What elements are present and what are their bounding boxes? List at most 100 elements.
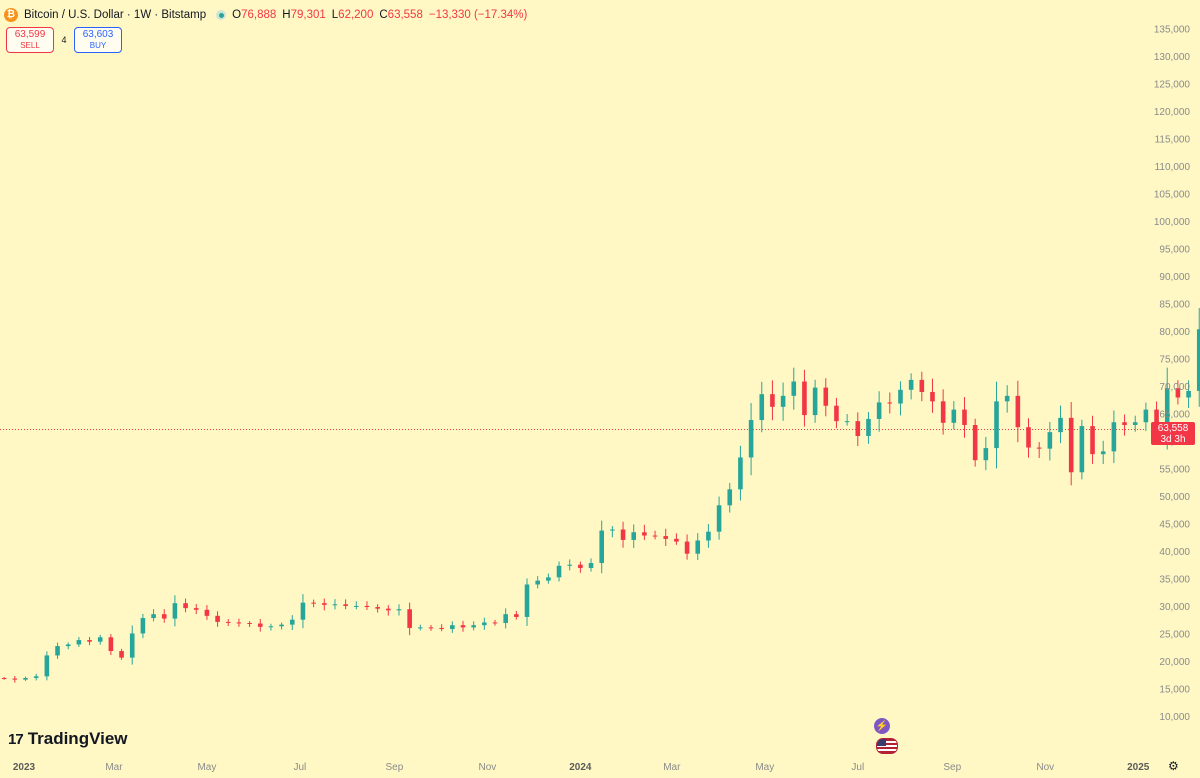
y-tick-label: 125,000	[1154, 79, 1191, 90]
y-tick-label: 25,000	[1159, 629, 1190, 640]
candle-up	[268, 626, 274, 628]
candle-up	[748, 420, 754, 458]
y-tick-label: 115,000	[1155, 134, 1191, 145]
sell-label: SELL	[20, 41, 40, 50]
sell-price: 63,599	[14, 29, 46, 40]
flash-icon[interactable]: ⚡	[874, 718, 890, 734]
y-tick-label: 120,000	[1154, 107, 1191, 118]
candle-down	[407, 609, 412, 628]
ohlc-high: H79,301	[282, 9, 326, 21]
buy-price: 63,603	[82, 29, 114, 40]
price-axis: 10,000 15,000 20,000 25,000 30,000 35,000 40,0…	[1154, 24, 1191, 723]
bar-countdown: 3d 3h	[1160, 434, 1186, 445]
candle-up	[556, 565, 562, 578]
candle-up	[994, 401, 999, 449]
ohlc-values: O76,888 H79,301 L62,200 C63,558 −13,330 …	[232, 9, 527, 21]
y-tick-label: 20,000	[1159, 657, 1190, 668]
candle-down	[236, 622, 242, 624]
candle-up	[588, 563, 594, 568]
last-price-label: 63,558	[1157, 423, 1189, 434]
x-tick-label: 2023	[13, 762, 36, 773]
symbol-title[interactable]: Bitcoin / U.S. Dollar · 1W · Bitstamp	[24, 9, 207, 21]
y-tick-label: 45,000	[1159, 519, 1190, 530]
candle-up	[172, 603, 178, 619]
candle-up	[812, 387, 818, 416]
candle-down	[1122, 422, 1127, 425]
last-price-tag: 63,558 3d 3h	[1151, 422, 1195, 445]
buy-label: BUY	[89, 41, 107, 50]
candle-down	[257, 623, 263, 627]
candle-up	[129, 633, 135, 658]
candle-up	[1186, 390, 1191, 398]
ohlc-close: C63,558	[379, 9, 423, 21]
candle-up	[503, 614, 508, 623]
x-tick-label: Mar	[663, 762, 681, 773]
candle-up	[289, 619, 295, 625]
ohlc-open: O76,888	[232, 9, 277, 21]
candle-down	[183, 603, 188, 609]
candle-down	[684, 541, 690, 554]
candle-down	[343, 604, 348, 606]
candle-up	[23, 677, 28, 680]
candle-up	[791, 381, 797, 396]
candle-down	[386, 608, 391, 611]
candle-down	[375, 607, 380, 609]
candle-down	[215, 615, 220, 622]
candle-up	[140, 618, 146, 634]
candle-down	[439, 627, 444, 630]
candle-down	[940, 401, 946, 423]
candle-down	[1, 678, 7, 680]
x-tick-label: Sep	[943, 762, 961, 773]
candle-up	[353, 605, 359, 607]
candle-down	[1090, 426, 1095, 455]
buy-button[interactable]: 63,603 BUY	[74, 27, 122, 53]
candle-up	[524, 584, 530, 617]
candle-down	[578, 564, 583, 568]
sell-button[interactable]: 63,599 SELL	[6, 27, 54, 53]
bitcoin-icon: ₿	[4, 8, 18, 22]
spread-value: 4	[61, 35, 67, 45]
trade-panel: 63,599 SELL 4 63,603 BUY	[6, 27, 122, 53]
y-tick-label: 100,000	[1154, 217, 1191, 228]
x-tick-label: Nov	[1036, 762, 1054, 773]
x-tick-label: Mar	[105, 762, 123, 773]
y-tick-label: 55,000	[1159, 464, 1190, 475]
candle-down	[1068, 417, 1074, 473]
y-tick-label: 135,000	[1154, 24, 1191, 35]
candle-down	[204, 609, 210, 616]
candle-down	[1026, 427, 1031, 448]
candle-down	[620, 529, 626, 540]
x-tick-label: May	[755, 762, 774, 773]
y-tick-label: 130,000	[1154, 52, 1191, 63]
candle-up	[44, 655, 50, 677]
y-tick-label: 95,000	[1159, 244, 1190, 255]
candle-down	[855, 421, 861, 436]
candles-layer	[1, 308, 1200, 683]
candle-up	[1004, 395, 1010, 402]
candle-down	[1015, 395, 1021, 428]
candle-down	[652, 535, 658, 537]
candle-up	[1047, 432, 1053, 449]
candle-up	[546, 577, 551, 581]
candle-down	[321, 603, 327, 605]
candle-down	[887, 402, 893, 404]
candle-up	[876, 402, 882, 419]
x-tick-label: 2025	[1127, 762, 1150, 773]
settings-icon[interactable]: ⚙	[1168, 759, 1179, 773]
candle-down	[802, 381, 807, 416]
candle-down	[364, 605, 370, 608]
candle-down	[161, 614, 167, 619]
time-axis: 2023 Mar May Jul Sep Nov 2024 Mar May Jul Sep Nov 20…	[13, 762, 1150, 773]
candle-up	[908, 379, 914, 390]
x-tick-label: 2024	[569, 762, 592, 773]
live-status-icon	[216, 10, 227, 20]
tradingview-logo-icon: 17	[8, 730, 24, 748]
candle-down	[930, 391, 935, 402]
tradingview-logo[interactable]: 17 TradingView	[8, 729, 128, 749]
candle-down	[492, 622, 498, 624]
chart-header: ₿ Bitcoin / U.S. Dollar · 1W · Bitstamp …	[4, 6, 527, 24]
candle-up	[1132, 422, 1138, 425]
us-flag-icon[interactable]	[876, 738, 898, 754]
candle-down	[972, 424, 978, 461]
